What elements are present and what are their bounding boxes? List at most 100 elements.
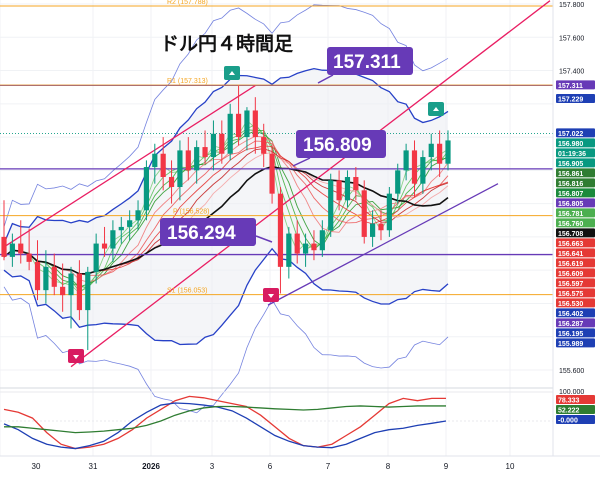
candle-body — [428, 143, 434, 158]
price-tag-label: 156.861 — [558, 171, 583, 178]
price-tag — [556, 278, 595, 288]
time-tick-label: 10 — [506, 462, 515, 471]
time-tick-label: 3 — [210, 462, 215, 471]
price-tag — [556, 248, 595, 258]
candle-body — [227, 113, 233, 154]
candle-body — [18, 243, 24, 254]
callout-value: 157.311 — [333, 52, 401, 73]
candle-body — [143, 167, 150, 211]
price-tag — [556, 128, 595, 138]
oscillator-series — [3, 402, 447, 450]
candle-body — [202, 147, 208, 158]
price-tag-label: 155.989 — [558, 341, 583, 348]
time-tick-label: 2026 — [142, 462, 160, 471]
time-tick-label: 30 — [32, 462, 41, 471]
price-tag-label: 156.641 — [558, 251, 583, 258]
price-tag-label: 157.229 — [558, 96, 583, 103]
price-tag — [556, 138, 595, 148]
price-tag — [556, 298, 595, 308]
candle-body — [361, 190, 367, 237]
price-tick-label: 157.400 — [559, 69, 584, 76]
candle-body — [26, 253, 32, 262]
candle-body — [395, 170, 401, 194]
candle-body — [85, 271, 91, 311]
candles-layer — [1, 85, 451, 351]
candle-body — [101, 243, 108, 249]
oscillator-layer — [0, 391, 553, 450]
callout-value: 156.809 — [303, 135, 372, 156]
time-tick-label: 31 — [89, 462, 98, 471]
price-tag-label: 156.530 — [558, 301, 583, 308]
time-axis-layer: 30 31 2026 3 6 7 8 9 10 — [0, 455, 600, 471]
candle-body — [286, 233, 292, 267]
candle-body — [76, 273, 82, 311]
candle-body — [319, 230, 325, 251]
price-tag — [556, 268, 595, 278]
price-tick-label: 157.600 — [559, 35, 584, 42]
osc-tag — [556, 395, 595, 404]
oscillator-series — [4, 405, 446, 434]
price-tag-label: 01:19:36 — [558, 151, 586, 158]
pivot-label: R2 (157.788) — [167, 0, 208, 6]
callout-box — [327, 47, 413, 75]
time-tick-label: 6 — [268, 462, 273, 471]
price-tag — [556, 328, 595, 338]
candle-body — [135, 210, 141, 221]
price-tag-label: 156.708 — [558, 231, 583, 238]
candle-body — [411, 150, 418, 184]
callouts-layer: 157.311 156.809 156.294 — [160, 47, 413, 246]
price-tick-label: 155.600 — [559, 368, 584, 375]
rising-trendline-long — [70, 0, 551, 368]
osc-tag-label: -0.000 — [558, 418, 578, 425]
price-tag — [556, 308, 595, 318]
price-tag-label: 156.805 — [558, 201, 583, 208]
candle-body — [370, 223, 376, 237]
price-tag-label: 156.287 — [558, 321, 583, 328]
candle-body — [403, 150, 409, 171]
price-tag-label: 156.905 — [558, 161, 583, 168]
price-tag — [556, 158, 595, 168]
price-tag-label: 157.311 — [558, 83, 583, 90]
price-tag — [556, 218, 595, 228]
candle-body — [344, 177, 351, 201]
candle-body — [311, 243, 317, 251]
price-tag — [556, 178, 595, 188]
price-tag — [556, 318, 595, 328]
candle-body — [9, 243, 15, 257]
candle-body — [302, 243, 309, 254]
price-tag-label: 156.816 — [558, 181, 583, 188]
candle-body — [378, 223, 384, 231]
bollinger-lower-inner — [3, 247, 449, 346]
price-tag-label: 156.980 — [558, 141, 583, 148]
time-tick-label: 7 — [326, 462, 331, 471]
candle-body — [336, 180, 342, 201]
marker-arrow-icon — [229, 71, 235, 75]
price-tag-label: 156.663 — [558, 241, 583, 248]
candle-body — [93, 243, 99, 272]
price-tag-label: 156.597 — [558, 281, 583, 288]
price-tag-label: 156.609 — [558, 271, 583, 278]
osc-tag — [556, 405, 595, 414]
price-tag — [556, 188, 595, 198]
bollinger-upper-inner — [3, 67, 449, 244]
price-tag-label: 156.619 — [558, 261, 583, 268]
candle-body — [185, 150, 191, 171]
candle-body — [269, 153, 275, 194]
candle-body — [127, 220, 133, 227]
callout-pointer — [255, 235, 273, 243]
candle-body — [328, 180, 334, 231]
chart-title: ドル円４時間足 — [160, 33, 294, 55]
candle-body — [110, 230, 116, 249]
price-tag — [556, 168, 595, 178]
callout-pointer — [292, 157, 311, 167]
candle-body — [152, 153, 158, 168]
price-tag — [556, 93, 595, 103]
price-tag-label: 156.807 — [558, 191, 583, 198]
support-trendline — [267, 183, 499, 306]
price-tag — [556, 258, 595, 268]
candle-body — [244, 110, 250, 138]
pivot-label: S1 (156.053) — [167, 288, 207, 295]
pivot-label: P (156.528) — [173, 209, 209, 216]
